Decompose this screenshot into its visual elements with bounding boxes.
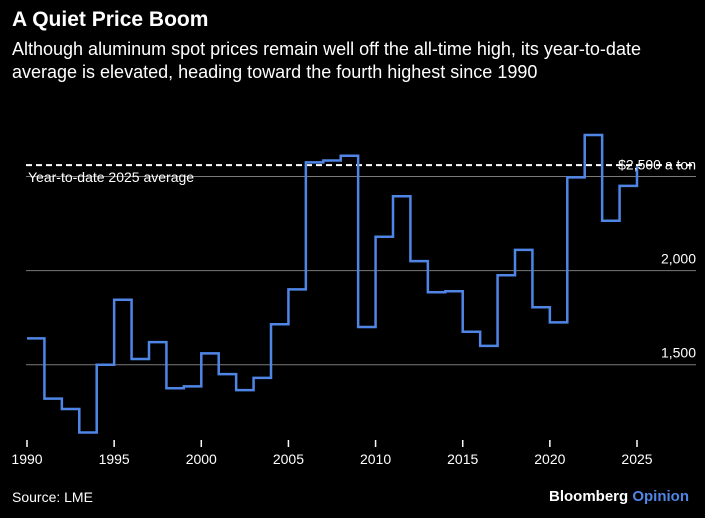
x-tick-label: 1995 [99,451,130,467]
chart-subtitle: Although aluminum spot prices remain wel… [12,39,641,82]
source-note: Source: LME [12,489,93,505]
chart-title: A Quiet Price Boom [12,8,209,31]
x-tick-label: 2025 [621,451,652,467]
x-tick-label: 2015 [447,451,478,467]
reference-line-label: Year-to-date 2025 average [28,169,194,185]
x-tick-label: 2000 [186,451,217,467]
series-group [27,133,639,434]
brand-logo: Bloomberg Opinion [549,488,689,505]
brand-opinion: Opinion [632,488,689,505]
y-axis-labels: 1,500 2,000 $2,500 a ton [618,156,696,360]
x-tick-label: 2020 [534,451,565,467]
y-tick-label: $2,500 a ton [618,156,696,172]
x-tick-label: 2005 [273,451,304,467]
price-series-line [27,133,639,434]
x-axis: 1990 1995 2000 2005 2010 2015 2020 2025 [11,440,653,467]
reference-line-group: Year-to-date 2025 average [26,164,696,185]
x-tick-label: 1990 [11,451,42,467]
brand-bloomberg: Bloomberg [549,488,629,505]
y-tick-label: 1,500 [661,345,696,361]
y-tick-label: 2,000 [661,251,696,267]
grid-lines [26,175,696,366]
x-tick-label: 2010 [360,451,391,467]
